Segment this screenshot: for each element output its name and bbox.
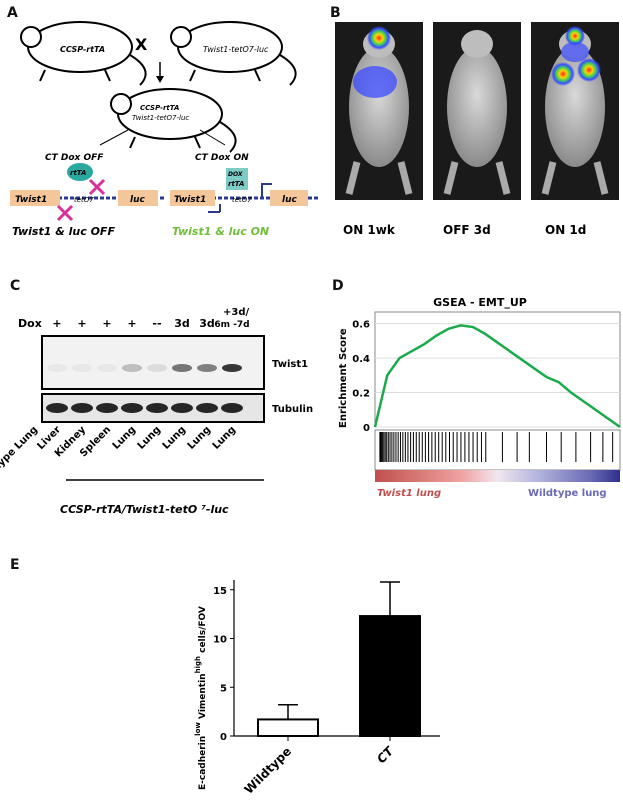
tubulin-band-4 <box>146 403 168 413</box>
lane-label-7: Lung <box>186 424 213 451</box>
gsea-ytick-1: 0.4 <box>352 354 370 365</box>
lane-label-6: Lung <box>161 424 188 451</box>
dox-value-7: 6m -7d <box>214 320 249 330</box>
mouse-image-on-1wk <box>335 22 423 200</box>
bar-ylabel: E-cadherinlow Vimentinhigh cells/FOV <box>194 606 208 790</box>
twist1-band-5 <box>172 364 192 372</box>
rtta-label-on: rtTA <box>228 180 244 188</box>
rank-gradient-bar <box>375 470 620 482</box>
x-mark-icon-2 <box>56 204 74 222</box>
tubulin-band-5 <box>171 403 193 413</box>
mouse-right-icon <box>170 21 297 86</box>
panel-e-bar: E-cadherinlow Vimentinhigh cells/FOV 0 5 1… <box>194 580 440 797</box>
gsea-ytick-0: 0.6 <box>352 320 370 331</box>
mouse-child-icon <box>110 88 237 153</box>
panel-a-diagram: CCSP-rtTA X Twist1-tetO7-luc CCSP-rtTA T… <box>10 21 318 238</box>
luc-label-on: luc <box>282 195 297 205</box>
caption-off-3d: OFF 3d <box>443 223 491 237</box>
gsea-left-label: Twist1 lung <box>377 488 441 499</box>
panel-d-gsea: GSEA - EMT_UP Enrichment Score 0.6 0.4 0.2… <box>338 296 621 499</box>
caption-on-1d: ON 1d <box>545 223 586 237</box>
gene-label-off: Twist1 <box>15 195 47 205</box>
panel-b-images: ON 1wk OFF 3d ON 1d <box>335 22 619 237</box>
dox-value-1: + <box>77 317 86 330</box>
tubulin-band-0 <box>46 403 68 413</box>
gsea-ytick-3: 0 <box>363 423 370 434</box>
dox-on-label: CT Dox ON <box>195 153 249 163</box>
teto-label-off: tetO7 <box>74 196 94 204</box>
bar-category-0: Wildtype <box>242 744 295 797</box>
gsea-title: GSEA - EMT_UP <box>433 296 527 309</box>
x-mark-icon <box>88 178 106 196</box>
lane-label-8: Lung <box>211 424 238 451</box>
dox-value-6: 3d <box>199 317 215 330</box>
rtta-label-off: rtTA <box>70 169 86 177</box>
mouse-left-label: CCSP-rtTA <box>60 45 105 54</box>
tubulin-band-2 <box>96 403 118 413</box>
band-label-twist1: Twist1 <box>272 359 308 370</box>
bar-0 <box>257 718 319 738</box>
svg-text:E-cadherinlow Vimentinhigh cel: E-cadherinlow Vimentinhigh cells/FOV <box>194 606 208 790</box>
gene-label-on: Twist1 <box>174 195 206 205</box>
gsea-ylabel: Enrichment Score <box>338 328 349 428</box>
twist1-band-0 <box>47 364 67 372</box>
bar-ytick-3: 15 <box>213 586 227 597</box>
twist1-blot <box>41 335 265 390</box>
construct-on: Twist1 tetO7 luc DOX rtTA <box>170 168 318 213</box>
panel-b-letter: B <box>330 5 341 21</box>
cross-symbol: X <box>135 35 148 54</box>
twist1-band-3 <box>122 364 142 372</box>
twist1-band-2 <box>97 364 117 372</box>
mouse-right-label: Twist1-tetO7-luc <box>203 45 269 54</box>
caption-on-1wk: ON 1wk <box>343 223 396 237</box>
panel-c-blot: Dox +3d/ + + + + -- 3d 3d 6m -7d Twist1 Tubulin… <box>0 307 313 516</box>
mouse-image-off-3d <box>433 22 521 200</box>
dox-extra-label: +3d/ <box>223 307 249 318</box>
bar-category-1: CT <box>374 744 396 766</box>
bar-ytick-0: 0 <box>220 732 227 743</box>
on-result: Twist1 & luc ON <box>172 225 269 238</box>
gsea-right-label: Wildtype lung <box>528 488 607 499</box>
lane-label-5: Lung <box>136 424 163 451</box>
tubulin-band-6 <box>196 403 218 413</box>
twist1-band-7 <box>222 364 242 372</box>
tubulin-band-7 <box>221 403 243 413</box>
mouse-image-on-1d <box>531 22 619 200</box>
twist1-band-6 <box>197 364 217 372</box>
dox-value-2: + <box>102 317 111 330</box>
dox-label: DOX <box>228 171 243 178</box>
mouse-child-label-1: CCSP-rtTA <box>140 104 179 112</box>
dox-value-4: -- <box>152 317 161 330</box>
bar-ytick-1: 5 <box>220 683 227 694</box>
panel-e-letter: E <box>10 557 20 573</box>
panel-a-letter: A <box>7 5 18 21</box>
mouse-left-icon <box>20 21 147 86</box>
twist1-band-1 <box>72 364 92 372</box>
dox-value-3: + <box>127 317 136 330</box>
twist1-band-4 <box>147 364 167 372</box>
lane-label-4: Lung <box>111 424 138 451</box>
gsea-ytick-2: 0.2 <box>352 389 370 400</box>
genotype-label: CCSP-rtTA/Twist1-tetO ⁷-luc <box>60 503 229 516</box>
enrichment-curve <box>373 324 621 429</box>
tubulin-band-3 <box>121 403 143 413</box>
panel-d-letter: D <box>332 278 344 294</box>
band-label-tubulin: Tubulin <box>272 404 313 415</box>
dox-value-5: 3d <box>174 317 190 330</box>
lane-label-0: Wildtype Lung <box>0 424 40 489</box>
dox-off-label: CT Dox OFF <box>45 153 104 163</box>
bar-ytick-2: 10 <box>213 635 227 646</box>
bar-1 <box>359 615 421 738</box>
panel-c-letter: C <box>10 278 21 294</box>
mouse-child-label-2: Twist1-tetO7-luc <box>132 114 189 122</box>
luc-label-off: luc <box>130 195 145 205</box>
dox-value-0: + <box>52 317 61 330</box>
construct-off: Twist1 tetO7 luc rtTA <box>10 163 165 222</box>
tubulin-band-1 <box>71 403 93 413</box>
dox-label: Dox <box>18 317 42 330</box>
off-result: Twist1 & luc OFF <box>12 225 115 238</box>
gene-hit-marks <box>379 432 614 462</box>
teto-label-on: tetO7 <box>232 196 252 204</box>
